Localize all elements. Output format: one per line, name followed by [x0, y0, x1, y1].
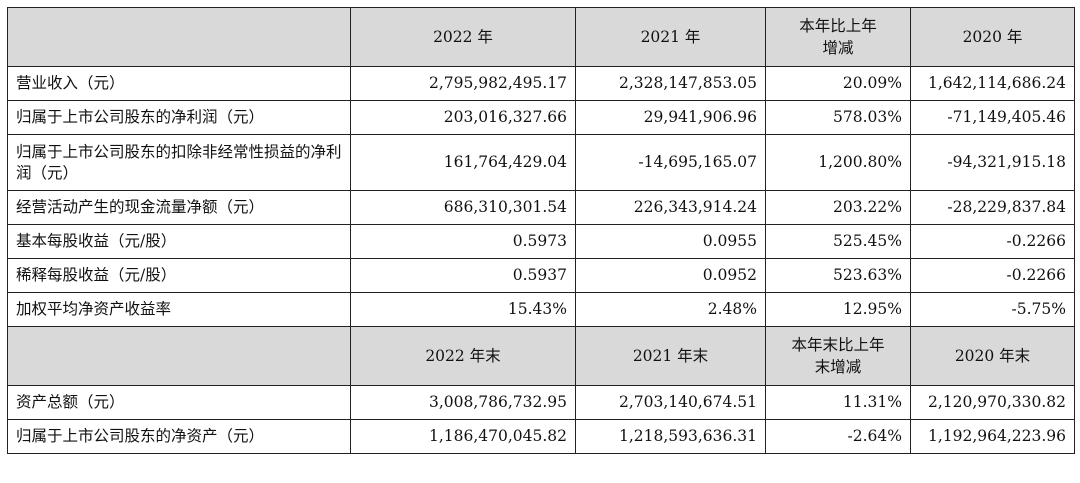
value-2020: -71,149,405.46	[910, 100, 1075, 135]
value-2022: 0.5937	[350, 258, 576, 293]
financial-summary-table: 2022 年 2021 年 本年比上年增减 2020 年 营业收入（元） 2,7…	[7, 7, 1075, 454]
value-change: -2.64%	[765, 419, 911, 454]
value-change: 12.95%	[765, 292, 911, 327]
value-2022: 3,008,786,732.95	[350, 385, 576, 420]
row-label: 归属于上市公司股东的净资产（元）	[7, 419, 351, 454]
row-label: 营业收入（元）	[7, 66, 351, 101]
value-change: 525.45%	[765, 224, 911, 259]
table-row: 归属于上市公司股东的扣除非经常性损益的净利润（元） 161,764,429.04…	[7, 134, 1075, 191]
row-label: 基本每股收益（元/股）	[7, 224, 351, 259]
value-2021: 29,941,906.96	[575, 100, 766, 135]
value-change: 578.03%	[765, 100, 911, 135]
value-2022: 0.5973	[350, 224, 576, 259]
value-2021: -14,695,165.07	[575, 134, 766, 191]
table-row: 经营活动产生的现金流量净额（元） 686,310,301.54 226,343,…	[7, 190, 1075, 225]
table-row: 基本每股收益（元/股） 0.5973 0.0955 525.45% -0.226…	[7, 224, 1075, 259]
table-row: 资产总额（元） 3,008,786,732.95 2,703,140,674.5…	[7, 385, 1075, 420]
value-2021: 2,703,140,674.51	[575, 385, 766, 420]
value-2020: -5.75%	[910, 292, 1075, 327]
value-change: 523.63%	[765, 258, 911, 293]
header-year-2020: 2020 年	[910, 7, 1075, 67]
value-2022: 2,795,982,495.17	[350, 66, 576, 101]
value-2021: 0.0952	[575, 258, 766, 293]
header-year-2022: 2022 年	[350, 7, 576, 67]
value-2021: 0.0955	[575, 224, 766, 259]
value-2020: 2,120,970,330.82	[910, 385, 1075, 420]
value-2022: 161,764,429.04	[350, 134, 576, 191]
value-2021: 2.48%	[575, 292, 766, 327]
value-2021: 2,328,147,853.05	[575, 66, 766, 101]
header-corner-cell	[7, 7, 351, 67]
header-year-2021: 2021 年	[575, 7, 766, 67]
table-header-row: 2022 年 2021 年 本年比上年增减 2020 年	[7, 7, 1075, 67]
header-yearend-change: 本年末比上年末增减	[765, 326, 911, 386]
header-change: 本年比上年增减	[765, 7, 911, 67]
value-change: 11.31%	[765, 385, 911, 420]
table-subheader-row: 2022 年末 2021 年末 本年末比上年末增减 2020 年末	[7, 326, 1075, 386]
table-row: 稀释每股收益（元/股） 0.5937 0.0952 523.63% -0.226…	[7, 258, 1075, 293]
value-change: 20.09%	[765, 66, 911, 101]
row-label: 加权平均净资产收益率	[7, 292, 351, 327]
value-2020: -0.2266	[910, 258, 1075, 293]
row-label: 归属于上市公司股东的净利润（元）	[7, 100, 351, 135]
row-label: 资产总额（元）	[7, 385, 351, 420]
row-label: 经营活动产生的现金流量净额（元）	[7, 190, 351, 225]
value-2020: 1,192,964,223.96	[910, 419, 1075, 454]
value-2022: 203,016,327.66	[350, 100, 576, 135]
row-label: 归属于上市公司股东的扣除非经常性损益的净利润（元）	[7, 134, 351, 191]
header-yearend-2020: 2020 年末	[910, 326, 1075, 386]
value-2020: -0.2266	[910, 224, 1075, 259]
header-yearend-change-text: 本年末比上年末增减	[791, 336, 885, 376]
header-change-text: 本年比上年增减	[799, 17, 877, 57]
value-2020: 1,642,114,686.24	[910, 66, 1075, 101]
value-change: 203.22%	[765, 190, 911, 225]
value-2021: 1,218,593,636.31	[575, 419, 766, 454]
value-change: 1,200.80%	[765, 134, 911, 191]
table-row: 归属于上市公司股东的净利润（元） 203,016,327.66 29,941,9…	[7, 100, 1075, 135]
header-yearend-2022: 2022 年末	[350, 326, 576, 386]
table-row: 营业收入（元） 2,795,982,495.17 2,328,147,853.0…	[7, 66, 1075, 101]
value-2022: 686,310,301.54	[350, 190, 576, 225]
subheader-corner-cell	[7, 326, 351, 386]
table-row: 加权平均净资产收益率 15.43% 2.48% 12.95% -5.75%	[7, 292, 1075, 327]
value-2021: 226,343,914.24	[575, 190, 766, 225]
value-2022: 1,186,470,045.82	[350, 419, 576, 454]
value-2022: 15.43%	[350, 292, 576, 327]
value-2020: -28,229,837.84	[910, 190, 1075, 225]
value-2020: -94,321,915.18	[910, 134, 1075, 191]
row-label: 稀释每股收益（元/股）	[7, 258, 351, 293]
table-row: 归属于上市公司股东的净资产（元） 1,186,470,045.82 1,218,…	[7, 419, 1075, 454]
header-yearend-2021: 2021 年末	[575, 326, 766, 386]
